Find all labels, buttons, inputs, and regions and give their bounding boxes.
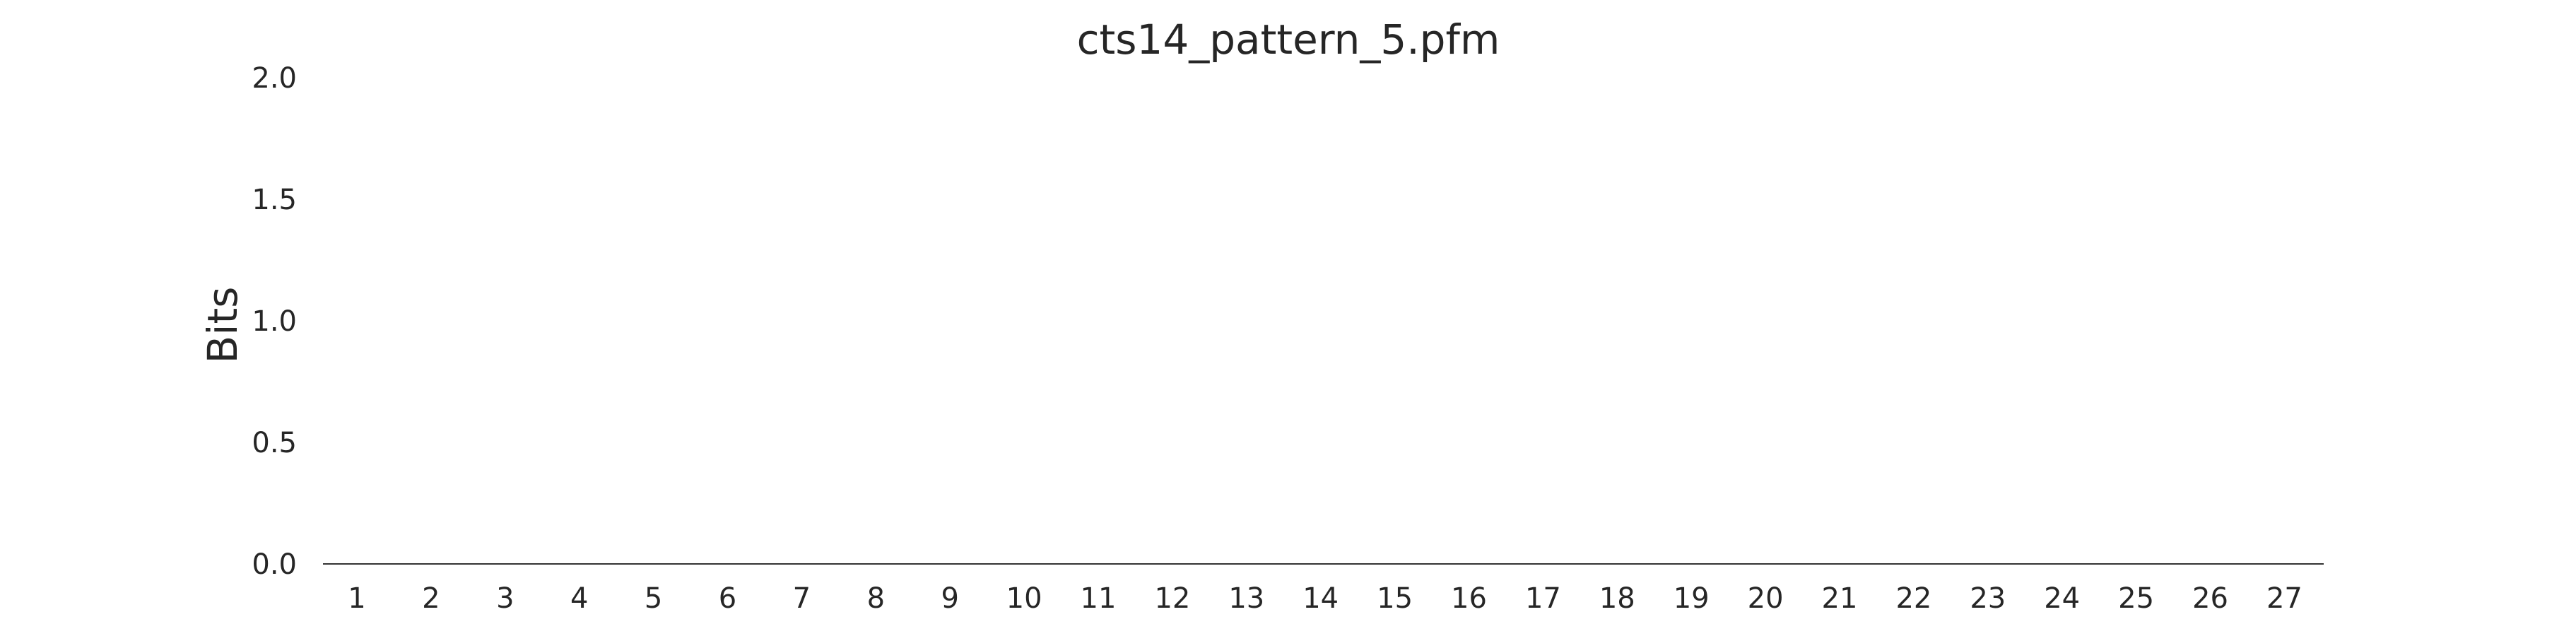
chart-title: cts14_pattern_5.pfm	[1077, 16, 1500, 64]
x-tick-label: 12	[1154, 582, 1190, 615]
y-tick-label: 0.5	[252, 427, 297, 459]
x-tick-label: 17	[1525, 582, 1561, 615]
x-tick-label: 22	[1895, 582, 1931, 615]
x-tick-label: 20	[1748, 582, 1784, 615]
x-tick-label: 6	[719, 582, 736, 615]
y-axis: 0.0 0.5 1.0 1.5 2.0	[252, 62, 297, 581]
x-tick-label: 26	[2192, 582, 2228, 615]
x-tick-label: 7	[793, 582, 811, 615]
x-tick-label: 15	[1377, 582, 1413, 615]
x-tick-label: 8	[867, 582, 885, 615]
x-tick-label: 1	[348, 582, 365, 615]
x-tick-label: 27	[2266, 582, 2302, 615]
y-axis-label: Bits	[199, 287, 247, 364]
x-tick-label: 5	[645, 582, 662, 615]
x-tick-label: 18	[1599, 582, 1635, 615]
x-tick-label: 9	[941, 582, 958, 615]
x-tick-label: 19	[1674, 582, 1710, 615]
y-tick-label: 0.0	[252, 548, 297, 581]
x-tick-label: 25	[2118, 582, 2154, 615]
x-tick-label: 14	[1302, 582, 1339, 615]
x-tick-label: 23	[1970, 582, 2006, 615]
x-tick-label: 11	[1081, 582, 1117, 615]
x-tick-label: 16	[1451, 582, 1487, 615]
x-axis: 1 2 3 4 5 6 7 8 9 10 11 12 13 14 15 16 17 18 19 20 21 22 23 24 2…	[348, 582, 2302, 615]
y-tick-label: 1.5	[252, 184, 297, 216]
x-tick-label: 3	[496, 582, 514, 615]
x-tick-label: 13	[1228, 582, 1264, 615]
y-tick-label: 2.0	[252, 62, 297, 95]
x-tick-label: 4	[570, 582, 588, 615]
x-tick-label: 21	[1822, 582, 1858, 615]
x-tick-label: 2	[422, 582, 440, 615]
x-tick-label: 24	[2044, 582, 2080, 615]
y-tick-label: 1.0	[252, 305, 297, 338]
x-tick-label: 10	[1006, 582, 1042, 615]
